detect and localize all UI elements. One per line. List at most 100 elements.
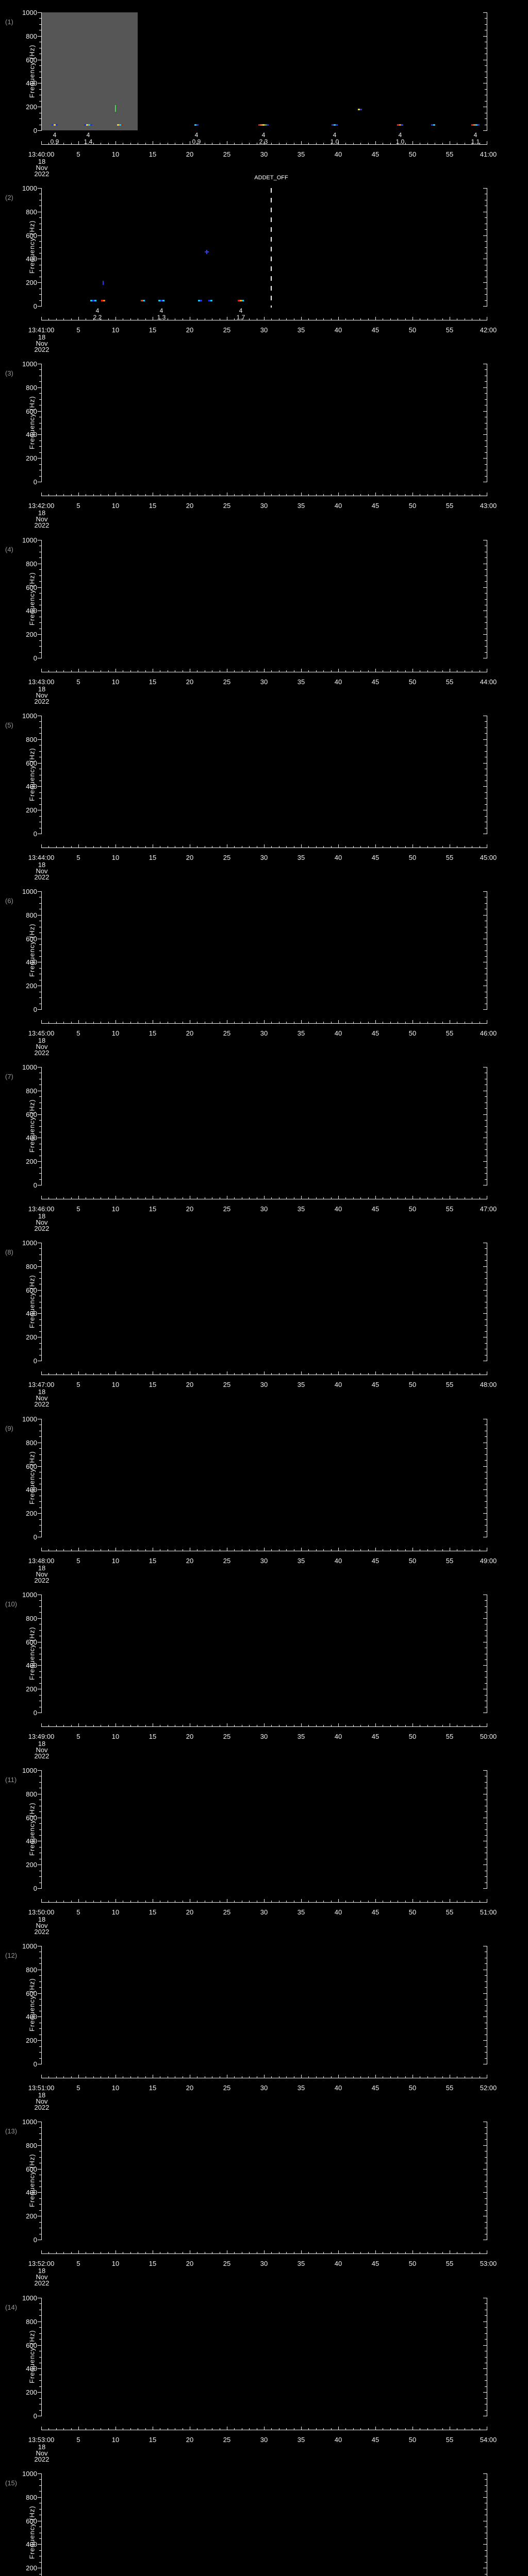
x-tick-label: 35	[297, 1557, 305, 1565]
x-major-tick	[375, 1723, 376, 1726]
y-minor-tick	[39, 944, 41, 945]
y-tick-label: 600	[26, 2165, 37, 2173]
x-minor-tick	[308, 318, 309, 320]
y-major-tick	[483, 387, 487, 388]
x-minor-tick	[316, 1022, 317, 1023]
x-minor-tick	[368, 1901, 369, 1902]
spectrogram-panel: (2) Frequency (Hz) 0 200 400 600 800 1000 13:4…	[0, 175, 528, 355]
x-tick-label: 25	[223, 1381, 231, 1388]
y-minor-tick	[39, 2550, 41, 2551]
x-tick-label: 50	[408, 2436, 417, 2444]
x-minor-tick	[48, 1373, 49, 1375]
x-tick-label: 40	[334, 2436, 342, 2444]
y-major-tick	[38, 1489, 41, 1490]
y-minor-tick	[39, 733, 41, 734]
y-tick-label: 800	[26, 208, 37, 216]
x-minor-tick	[249, 494, 250, 496]
y-tick-label: 400	[26, 1662, 37, 1669]
x-minor-tick	[405, 846, 406, 848]
panel-number-label: (9)	[5, 1425, 13, 1432]
y-axis-title: Frequency (Hz)	[28, 44, 36, 98]
x-tick-label: 55	[446, 2260, 454, 2267]
x-minor-tick	[427, 2076, 428, 2078]
event-annotation-count: 4	[86, 131, 90, 139]
y-minor-tick	[485, 476, 487, 477]
x-minor-tick	[130, 318, 131, 320]
x-minor-tick	[108, 1901, 109, 1902]
y-tick-label: 0	[33, 1357, 37, 1365]
x-tick-label: 55	[446, 1908, 454, 1916]
x-minor-tick	[130, 1197, 131, 1199]
y-tick-label: 1000	[22, 2294, 37, 2302]
x-major-tick	[338, 1899, 339, 1902]
y-tick-label: 600	[26, 584, 37, 591]
y-minor-tick	[485, 1811, 487, 1812]
x-major-tick	[412, 1723, 413, 1726]
y-tick-label: 1000	[22, 184, 37, 192]
x-tick-label: 40	[334, 502, 342, 510]
x-major-tick	[375, 141, 376, 144]
x-minor-tick	[271, 1549, 272, 1551]
x-minor-tick	[130, 1373, 131, 1375]
x-tick-label: 5	[76, 1908, 80, 1916]
event-annotation-count: 4	[53, 131, 57, 139]
date-line: Nov	[36, 1746, 48, 1754]
x-major-tick	[264, 1020, 265, 1023]
y-major-tick	[38, 763, 41, 764]
event-cross-mark	[206, 250, 207, 254]
date-line: Nov	[36, 1570, 48, 1578]
date-line: Nov	[36, 2097, 48, 2105]
x-minor-tick	[234, 2428, 235, 2430]
x-start-time-label: 13:43:00	[28, 678, 55, 686]
y-minor-tick	[485, 804, 487, 805]
x-minor-tick	[93, 1197, 94, 1199]
x-minor-tick	[108, 1549, 109, 1551]
x-tick-label: 25	[223, 678, 231, 686]
y-minor-tick	[39, 1096, 41, 1097]
x-minor-tick	[71, 494, 72, 496]
x-minor-tick	[360, 2076, 361, 2078]
x-tick-label: 10	[111, 1908, 120, 1916]
x-major-tick	[41, 1196, 42, 1199]
x-major-tick	[264, 317, 265, 320]
x-minor-tick	[427, 1549, 428, 1551]
y-minor-tick	[39, 646, 41, 647]
x-tick-label: 40	[334, 2084, 342, 2092]
event-mark-segment	[475, 124, 477, 126]
y-tick-label: 400	[26, 2365, 37, 2372]
x-tick-label: 15	[148, 2084, 157, 2092]
x-minor-tick	[390, 846, 391, 848]
y-minor-tick	[485, 2538, 487, 2539]
x-minor-tick	[316, 318, 317, 320]
x-tick-label: 40	[334, 854, 342, 861]
x-minor-tick	[48, 1901, 49, 1902]
y-tick-label: 400	[26, 1837, 37, 1845]
y-tick-label: 0	[33, 1181, 37, 1189]
x-minor-tick	[249, 1022, 250, 1023]
date-line: 2022	[34, 1049, 50, 1057]
y-minor-tick	[39, 2046, 41, 2047]
x-major-tick	[375, 669, 376, 672]
x-tick-label: 10	[111, 2436, 120, 2444]
date-line: Nov	[36, 1043, 48, 1050]
y-tick-label: 0	[33, 654, 37, 662]
x-tick-label: 45	[371, 1908, 380, 1916]
y-tick-label: 400	[26, 1310, 37, 1317]
y-tick-label: 200	[26, 103, 37, 111]
x-minor-tick	[63, 846, 64, 848]
x-minor-tick	[108, 2076, 109, 2078]
date-line: Nov	[36, 340, 48, 347]
event-mark-segment	[84, 124, 86, 126]
y-major-tick	[38, 1770, 41, 1771]
x-minor-tick	[108, 1373, 109, 1375]
x-end-time-label: 54:00	[480, 2436, 497, 2444]
x-tick-label: 20	[186, 1557, 194, 1565]
y-tick-label: 600	[26, 1463, 37, 1470]
x-minor-tick	[63, 318, 64, 320]
x-minor-tick	[331, 1901, 332, 1902]
y-tick-label: 600	[26, 2342, 37, 2349]
x-major-tick	[338, 669, 339, 672]
y-minor-tick	[39, 804, 41, 805]
y-major-tick	[483, 2145, 487, 2146]
y-minor-tick	[39, 217, 41, 218]
